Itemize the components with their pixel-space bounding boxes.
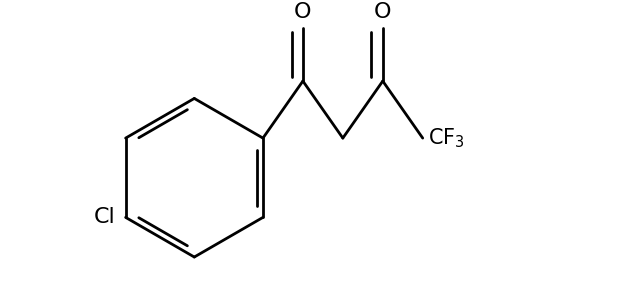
Text: O: O (374, 2, 392, 22)
Text: CF$_3$: CF$_3$ (429, 126, 465, 150)
Text: O: O (294, 2, 312, 22)
Text: Cl: Cl (94, 207, 116, 227)
